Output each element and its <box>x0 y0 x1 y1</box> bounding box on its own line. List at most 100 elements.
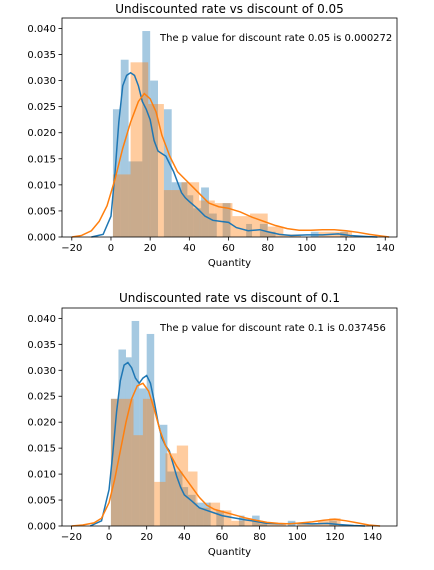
histogram-bar <box>148 104 164 238</box>
histogram-bar <box>171 182 180 237</box>
histogram-bar <box>112 174 131 237</box>
histogram-bar <box>187 195 194 237</box>
x-tick-label: 80 <box>261 243 274 254</box>
histogram-bar <box>231 520 243 526</box>
x-tick-label: 100 <box>288 532 307 543</box>
chart-title: Undiscounted rate vs discount of 0.1 <box>119 291 340 305</box>
x-tick-label: 20 <box>144 243 157 254</box>
histogram-bar <box>222 203 231 237</box>
x-tick-label: 140 <box>363 532 382 543</box>
histogram-bar <box>150 80 158 237</box>
histogram-bar <box>133 435 143 526</box>
histogram-bar <box>297 523 307 526</box>
y-tick-label: 0.030 <box>27 76 56 87</box>
histogram-bar <box>252 520 264 526</box>
y-tick-label: 0.015 <box>27 154 56 165</box>
histogram-bar <box>203 502 211 526</box>
histogram-bar <box>182 487 189 526</box>
histogram-bar <box>267 226 284 237</box>
y-tick-label: 0.035 <box>27 340 56 351</box>
histogram-bar <box>267 231 276 237</box>
histogram-bar <box>159 424 168 526</box>
y-tick-label: 0.030 <box>27 366 56 377</box>
y-tick-label: 0.040 <box>27 24 56 35</box>
x-tick-label: 0 <box>106 532 112 543</box>
histogram-bar <box>188 471 198 526</box>
x-tick-label: −20 <box>61 532 82 543</box>
histogram-bar <box>199 200 215 237</box>
y-tick-label: 0.000 <box>27 233 56 244</box>
histogram-bar <box>142 31 151 237</box>
histogram-bar <box>163 190 182 237</box>
kde-line-orange <box>71 92 390 238</box>
histogram-bar <box>167 471 175 526</box>
histogram-bar <box>125 357 132 526</box>
histogram-bar <box>208 502 221 526</box>
y-tick-label: 0.005 <box>27 496 56 507</box>
histogram-bar <box>181 182 200 237</box>
histogram-bar <box>274 523 286 526</box>
histogram-bar <box>259 523 268 526</box>
histogram-bar <box>165 453 177 526</box>
histogram-bar <box>176 445 189 526</box>
y-tick-label: 0.015 <box>27 444 56 455</box>
chart-1: Undiscounted rate vs discount of 0.05 −20… <box>27 2 398 269</box>
x-tick-label: 40 <box>178 532 191 543</box>
histogram-bar <box>216 510 224 526</box>
histogram-bar <box>238 515 245 526</box>
histogram-bar <box>174 471 183 526</box>
histogram-bar <box>110 398 123 526</box>
histogram-bar <box>188 494 196 526</box>
x-tick-label: 0 <box>108 243 114 254</box>
histogram-bar <box>146 333 155 526</box>
x-tick-label: 100 <box>297 243 316 254</box>
y-tick-label: 0.025 <box>27 102 56 113</box>
histogram-bar <box>139 388 147 526</box>
histogram-bar <box>220 510 232 526</box>
plot-frame <box>61 17 398 238</box>
histogram-bar <box>134 161 143 237</box>
chart-2: Undiscounted rate vs discount of 0.1 −20 0… <box>27 291 398 558</box>
histogram-bar <box>128 161 135 237</box>
y-tick-label: 0.000 <box>27 522 56 533</box>
x-tick-label: 60 <box>222 243 235 254</box>
histogram-bar <box>193 208 202 237</box>
x-tick-label: 120 <box>337 243 356 254</box>
histogram-orange <box>112 62 352 238</box>
histogram-bar <box>197 507 209 526</box>
y-tick-label: 0.035 <box>27 50 56 61</box>
x-tick-label: 80 <box>253 532 266 543</box>
histogram-bar <box>242 518 253 526</box>
x-axis-label: Quantity <box>208 258 251 269</box>
histogram-bar <box>201 187 209 237</box>
x-tick-label: 20 <box>140 532 153 543</box>
p-value-annotation: The p value for discount rate 0.1 is 0.0… <box>159 323 386 334</box>
histogram-bar <box>120 59 129 237</box>
x-tick-label: 60 <box>216 532 229 543</box>
kde-line-blue <box>91 71 378 238</box>
chart-title: Undiscounted rate vs discount of 0.05 <box>115 2 344 16</box>
histogram-bar <box>214 203 233 237</box>
histogram-bar <box>263 523 275 526</box>
y-tick-label: 0.005 <box>27 206 56 217</box>
histogram-bar <box>122 398 134 526</box>
p-value-annotation: The p value for discount rate 0.05 is 0.… <box>159 33 392 44</box>
y-tick-label: 0.020 <box>27 418 56 429</box>
plot-frame <box>61 307 398 527</box>
x-tick-label: −20 <box>61 243 82 254</box>
histogram-bar <box>232 216 251 237</box>
histogram-bar <box>306 523 318 526</box>
histogram-bar <box>195 502 204 526</box>
y-tick-label: 0.025 <box>27 392 56 403</box>
histogram-bar <box>110 398 119 526</box>
x-tick-label: 120 <box>325 532 344 543</box>
histogram-bar <box>179 182 188 237</box>
histogram-bar <box>131 320 140 526</box>
histogram-bar <box>142 398 155 526</box>
y-tick-label: 0.020 <box>27 128 56 139</box>
histogram-bar <box>208 213 217 237</box>
x-tick-label: 140 <box>376 243 395 254</box>
histogram-bar <box>329 518 341 526</box>
histogram-bar <box>163 109 172 237</box>
